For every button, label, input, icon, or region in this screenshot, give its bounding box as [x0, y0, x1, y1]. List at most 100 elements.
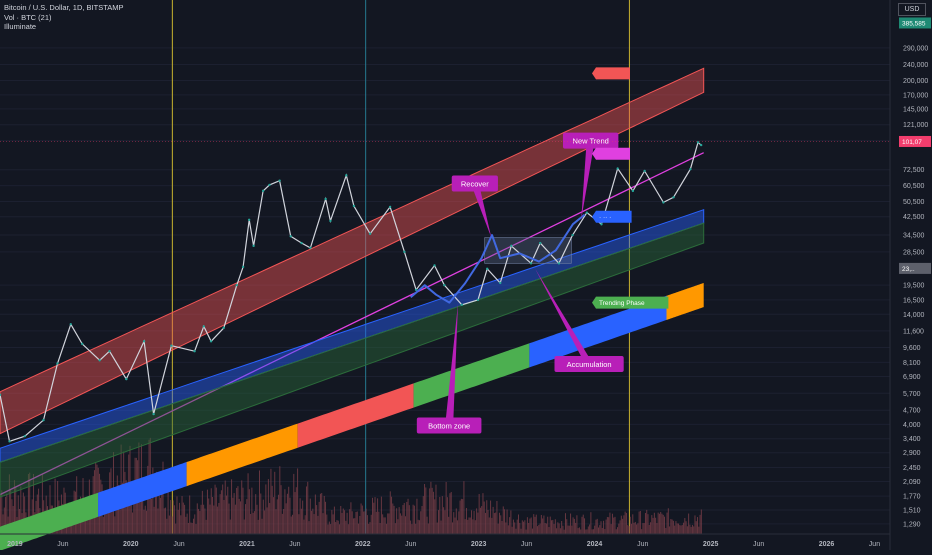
- volume-bar: [632, 514, 634, 534]
- volume-bar: [429, 488, 431, 534]
- volume-bar: [22, 492, 24, 534]
- price-point: [278, 179, 281, 182]
- x-tick-label: 2021: [239, 541, 255, 548]
- volume-bar: [71, 520, 73, 534]
- annotation-box: [416, 417, 482, 434]
- volume-bar: [540, 514, 542, 534]
- volume-bar: [561, 521, 563, 534]
- volume-bar: [614, 516, 616, 534]
- volume-bars: [0, 437, 702, 534]
- volume-bar: [276, 499, 278, 534]
- cycle-segment: [98, 462, 187, 517]
- y-tick-label: 240,000: [903, 62, 928, 69]
- volume-bar: [323, 495, 325, 534]
- volume-bar: [638, 511, 640, 534]
- volume-bar: [457, 520, 459, 534]
- price-point: [56, 362, 59, 365]
- volume-bar: [303, 519, 305, 534]
- volume-bar: [275, 509, 277, 534]
- band-end-label-text: · ·· ·: [599, 214, 611, 221]
- volume-bar: [176, 496, 178, 534]
- volume-bar: [408, 505, 410, 534]
- price-point: [108, 350, 111, 353]
- volume-bar: [458, 511, 460, 534]
- cycle-segment: [186, 423, 298, 487]
- volume-bar: [571, 525, 573, 534]
- volume-bar: [180, 515, 182, 534]
- volume-bar: [293, 473, 295, 534]
- symbol-title[interactable]: Bitcoin / U.S. Dollar, 1D, BITSTAMP: [4, 3, 124, 12]
- volume-bar: [378, 511, 380, 534]
- volume-legend[interactable]: Vol · BTC (21): [4, 12, 52, 22]
- volume-bar: [482, 493, 484, 534]
- band-end-label: [592, 67, 630, 80]
- volume-bar: [462, 499, 464, 534]
- volume-bar: [644, 512, 646, 534]
- volume-bar: [473, 511, 475, 534]
- volume-bar: [443, 507, 445, 534]
- volume-bar: [664, 516, 666, 534]
- volume-bar: [3, 507, 5, 534]
- volume-bar: [509, 517, 511, 534]
- volume-bar: [514, 522, 516, 534]
- volume-bar: [472, 519, 474, 534]
- volume-bar: [430, 481, 432, 534]
- volume-bar: [634, 521, 636, 534]
- price-point: [585, 211, 589, 214]
- cycle-segment: [666, 283, 704, 320]
- indicator-legend[interactable]: Illuminate: [4, 22, 37, 31]
- y-tick-label: 170,000: [903, 92, 928, 99]
- accumulation-box: [484, 237, 572, 264]
- volume-bar: [379, 523, 381, 534]
- volume-bar: [333, 506, 335, 534]
- currency-button[interactable]: USD: [898, 3, 926, 16]
- volume-bar: [373, 502, 375, 534]
- volume-bar: [625, 512, 627, 534]
- volume-bar: [133, 502, 135, 534]
- volume-bar: [288, 486, 290, 534]
- volume-bar: [227, 486, 229, 534]
- volume-bar: [360, 503, 362, 534]
- volume-bar: [90, 512, 92, 534]
- volume-bar: [454, 517, 456, 534]
- volume-bar: [510, 510, 512, 534]
- volume-bar: [228, 503, 230, 534]
- volume-bar: [622, 518, 624, 534]
- volume-bar: [559, 528, 561, 534]
- volume-bar: [393, 505, 395, 534]
- volume-bar: [449, 493, 451, 534]
- volume-bar: [693, 526, 695, 534]
- volume-bar: [0, 494, 1, 534]
- volume-bar: [512, 519, 514, 534]
- y-tick-label: 42,500: [903, 214, 925, 221]
- volume-bar: [335, 521, 337, 534]
- volume-bar: [641, 529, 643, 534]
- volume-bar: [352, 518, 354, 534]
- volume-bar: [239, 501, 241, 534]
- volume-bar: [535, 514, 537, 534]
- volume-bar: [359, 516, 361, 534]
- volume-bar: [295, 487, 297, 534]
- volume-bar: [151, 498, 153, 534]
- volume-bar: [427, 523, 429, 534]
- volume-bar: [304, 515, 306, 534]
- volume-bar: [203, 504, 205, 534]
- x-tick-label: 2024: [587, 541, 603, 548]
- volume-bar: [326, 514, 328, 534]
- volume-bar: [213, 505, 215, 534]
- volume-bar: [204, 508, 206, 534]
- volume-bar: [609, 512, 611, 534]
- volume-bar: [484, 512, 486, 534]
- y-tick-label: 2,900: [903, 450, 921, 457]
- volume-bar: [685, 521, 687, 534]
- volume-bar: [385, 523, 387, 534]
- price-point: [345, 174, 348, 177]
- price-points: [0, 141, 703, 443]
- annotation-pointer: [535, 268, 594, 365]
- volume-bar: [637, 523, 639, 534]
- volume-bar: [652, 517, 654, 534]
- volume-bar: [200, 504, 202, 534]
- volume-bar: [545, 523, 547, 534]
- x-tick-label: Jun: [637, 541, 648, 548]
